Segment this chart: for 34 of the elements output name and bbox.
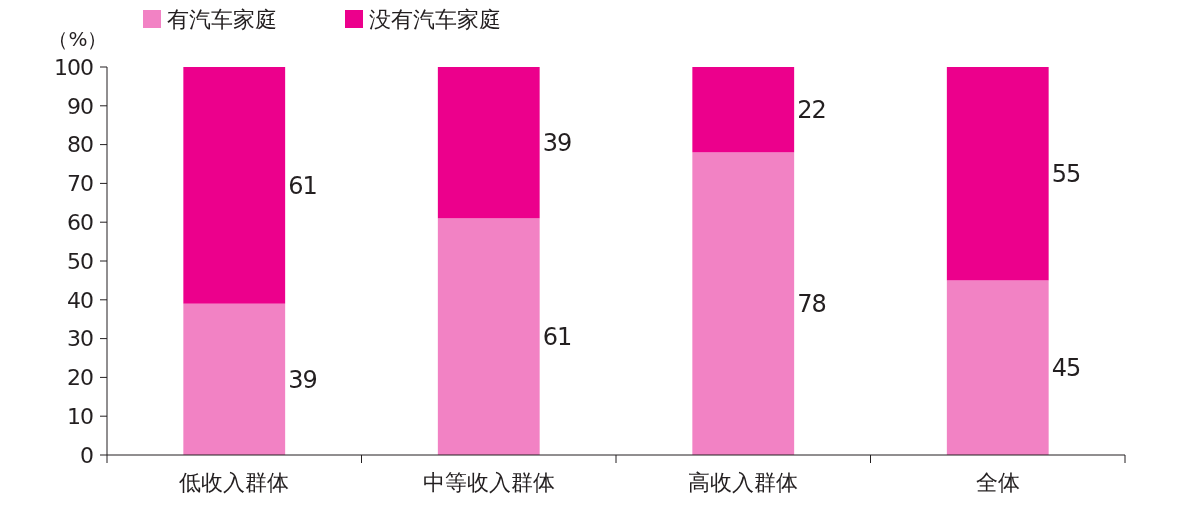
legend-label: 有汽车家庭 (167, 6, 277, 32)
bar (183, 303, 286, 455)
data-label: 55 (1051, 160, 1081, 189)
x-tick-label: 高收入群体 (688, 470, 799, 495)
legend-label: 没有汽车家庭 (369, 6, 501, 32)
data-label: 45 (1051, 354, 1081, 383)
data-label: 78 (797, 290, 826, 319)
data-label: 39 (542, 129, 572, 158)
data-label: 39 (288, 365, 317, 394)
bar (692, 67, 795, 153)
bar (692, 152, 795, 455)
y-tick-label: 10 (67, 403, 93, 429)
bar (946, 280, 1049, 455)
bar (437, 218, 540, 455)
x-tick-label: 低收入群体 (179, 470, 290, 495)
data-label: 22 (797, 96, 826, 125)
y-tick-label: 60 (67, 209, 93, 235)
bar (946, 67, 1049, 281)
bar (437, 67, 540, 219)
y-tick-label: 80 (67, 132, 93, 158)
y-tick-label: 30 (67, 326, 93, 352)
data-label: 61 (542, 323, 572, 352)
bar (183, 67, 286, 304)
x-tick-label: 全体 (975, 470, 1020, 495)
y-tick-label: 20 (67, 365, 93, 391)
x-tick-label: 中等收入群体 (422, 470, 555, 495)
y-tick-label: 90 (67, 93, 93, 119)
y-tick-label: 70 (67, 171, 93, 197)
y-tick-label: 40 (67, 287, 93, 313)
y-tick-label: 50 (67, 248, 93, 274)
y-tick-label: 100 (54, 54, 93, 80)
y-axis-title: （%） (48, 27, 108, 51)
y-tick-label: 0 (80, 442, 93, 468)
data-label: 61 (288, 171, 317, 200)
